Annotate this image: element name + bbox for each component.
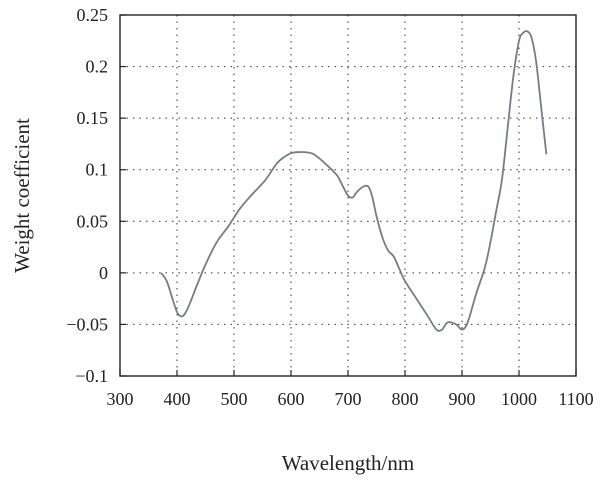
x-tick-label: 700 <box>335 389 362 409</box>
y-tick-label: 0.15 <box>77 108 109 128</box>
grid-lines <box>120 15 576 376</box>
x-tick-label: 900 <box>449 389 476 409</box>
x-axis-title: Wavelength/nm <box>282 451 414 475</box>
x-tick-label: 500 <box>221 389 248 409</box>
y-tick-label: 0.1 <box>86 160 109 180</box>
x-axis-ticks: 300 400 500 600 700 800 900 1000 1100 <box>107 370 594 409</box>
x-tick-label: 800 <box>392 389 419 409</box>
y-axis-title: Weight coefficient <box>10 118 34 273</box>
y-tick-label: 0.25 <box>77 5 109 25</box>
y-axis-ticks: −0.1 −0.05 0 0.05 0.1 0.15 0.2 0.25 <box>66 5 126 386</box>
y-tick-label: 0.2 <box>86 57 109 77</box>
y-tick-label: 0 <box>99 263 108 283</box>
x-tick-label: 1000 <box>501 389 537 409</box>
y-tick-label: −0.1 <box>75 366 108 386</box>
x-tick-label: 600 <box>278 389 305 409</box>
y-tick-label: 0.05 <box>77 211 109 231</box>
x-tick-label: 1100 <box>558 389 593 409</box>
y-tick-label: −0.05 <box>66 314 108 334</box>
series-line <box>160 30 548 332</box>
x-tick-label: 400 <box>164 389 191 409</box>
x-tick-label: 300 <box>107 389 134 409</box>
